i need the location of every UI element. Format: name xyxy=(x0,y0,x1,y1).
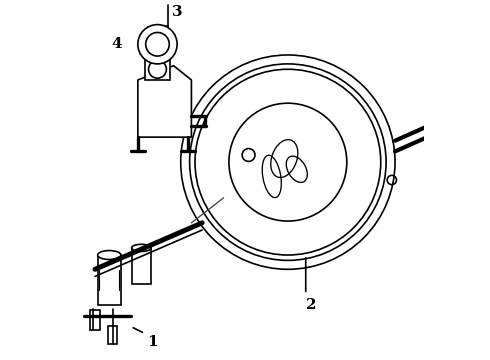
Text: 3: 3 xyxy=(172,5,182,19)
Polygon shape xyxy=(138,66,192,137)
Text: 2: 2 xyxy=(306,298,316,312)
Bar xyxy=(90,310,100,330)
Bar xyxy=(132,248,151,284)
Bar xyxy=(108,327,118,344)
Text: 4: 4 xyxy=(111,37,122,51)
Bar xyxy=(145,59,170,80)
Circle shape xyxy=(138,24,177,64)
Ellipse shape xyxy=(132,244,151,251)
Bar xyxy=(98,255,121,305)
Ellipse shape xyxy=(98,251,121,260)
Text: 1: 1 xyxy=(147,336,157,350)
